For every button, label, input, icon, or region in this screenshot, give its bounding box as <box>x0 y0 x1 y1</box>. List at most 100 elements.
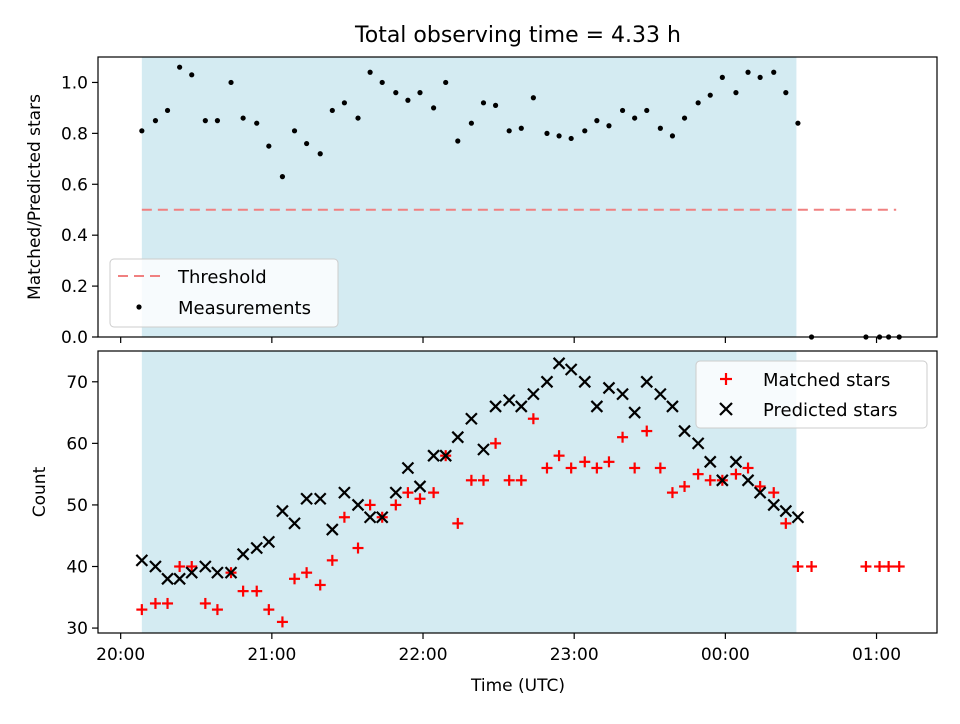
matched-star-point <box>402 487 414 499</box>
measurement-point <box>228 79 234 86</box>
matched-star-point <box>490 437 502 449</box>
legend-measurements-label: Measurements <box>178 298 311 319</box>
predicted-star-point <box>678 424 691 438</box>
matched-star-point <box>186 561 198 573</box>
matched-star-point <box>565 462 577 474</box>
measurement-point <box>405 97 411 103</box>
measurement-point <box>606 123 612 129</box>
top-legend: Threshold Measurements <box>109 258 339 328</box>
measurement-point <box>329 107 335 114</box>
predicted-stars-points <box>135 357 805 586</box>
measurement-point <box>492 102 499 108</box>
measurement-point <box>594 118 600 124</box>
predicted-star-point <box>502 393 516 407</box>
predicted-star-point <box>262 535 276 549</box>
measurement-point <box>152 118 159 124</box>
matched-star-point <box>211 604 223 616</box>
measurement-point <box>266 143 272 149</box>
bottom-panel: 30 40 50 60 70 20:00 21:00 22:00 23:00 00:00 01:0… <box>30 350 938 696</box>
measurement-point <box>619 107 626 114</box>
matched-star-point <box>692 468 704 480</box>
measurement-point <box>681 115 688 121</box>
measurement-points <box>139 64 902 340</box>
predicted-star-point <box>413 480 427 493</box>
measurement-point <box>669 133 676 139</box>
predicted-star-point <box>465 412 478 426</box>
predicted-star-point <box>389 486 403 499</box>
measurement-point <box>582 128 588 134</box>
top-x-ticks <box>120 337 878 343</box>
predicted-star-point <box>654 387 667 401</box>
top-y-ticks: 0.0 0.2 0.4 0.6 0.8 1.0 <box>61 73 98 348</box>
predicted-star-point <box>427 449 440 462</box>
matched-star-point <box>527 413 539 425</box>
matched-star-point <box>754 480 766 492</box>
predicted-star-point <box>173 572 186 586</box>
y-tick-label: 0.2 <box>61 277 88 297</box>
matched-star-point <box>477 474 489 486</box>
measurement-point <box>304 140 310 147</box>
legend-matched-label: Matched stars <box>763 370 890 391</box>
matched-star-point <box>553 450 565 462</box>
matched-star-point <box>515 474 527 486</box>
predicted-star-point <box>540 375 554 389</box>
top-panel: 0.0 0.2 0.4 0.6 0.8 1.0 Matched/Predicted sta… <box>25 56 938 348</box>
predicted-star-point <box>564 363 578 376</box>
matched-star-point <box>654 462 666 474</box>
measurement-point <box>240 115 246 121</box>
matched-star-point <box>263 604 275 616</box>
top-legend-box <box>109 258 339 328</box>
top-panel-frame <box>97 56 938 338</box>
measurement-point <box>379 79 385 86</box>
measurement-point <box>795 120 801 126</box>
measurement-point <box>455 138 461 144</box>
predicted-star-point <box>628 406 641 419</box>
measurement-point <box>771 69 777 75</box>
measurement-point <box>417 90 423 96</box>
predicted-star-point <box>149 560 162 573</box>
predicted-star-point <box>338 486 351 499</box>
matched-star-point <box>860 561 872 573</box>
legend-measurements-swatch <box>136 304 142 310</box>
measurement-point <box>355 115 361 121</box>
predicted-star-point <box>791 510 805 524</box>
predicted-star-point <box>477 443 490 456</box>
matched-star-point <box>679 480 691 492</box>
predicted-star-point <box>451 430 465 444</box>
predicted-star-point <box>602 381 616 395</box>
predicted-star-point <box>161 572 174 586</box>
matched-star-point <box>641 425 653 437</box>
measurement-point <box>279 174 286 180</box>
predicted-star-point <box>276 504 289 518</box>
matched-star-point <box>289 573 301 585</box>
bottom-x-ticks: 20:00 21:00 22:00 23:00 00:00 01:00 <box>96 633 901 665</box>
matched-star-point <box>591 462 603 474</box>
y-tick-label: 40 <box>66 558 88 578</box>
predicted-star-point <box>288 517 301 530</box>
matched-star-point <box>730 468 742 480</box>
measurement-point <box>468 120 474 126</box>
measurement-point <box>214 118 221 124</box>
predicted-star-point <box>552 357 566 370</box>
matched-star-point <box>390 499 402 511</box>
predicted-star-point <box>666 400 679 413</box>
measurement-point <box>480 100 487 106</box>
predicted-star-point <box>616 387 629 401</box>
bottom-observing-window <box>141 351 797 633</box>
matched-star-point <box>617 431 629 443</box>
bottom-panel-frame <box>97 350 938 634</box>
predicted-star-point <box>590 400 604 413</box>
x-tick-label: 22:00 <box>399 645 448 665</box>
matched-star-point <box>326 554 338 566</box>
predicted-star-point <box>439 449 452 462</box>
bottom-y-ticks: 30 40 50 60 70 <box>66 373 98 639</box>
matched-star-point <box>414 493 426 505</box>
matched-star-point <box>364 499 376 511</box>
measurement-point <box>644 107 650 114</box>
measurement-point <box>733 90 739 96</box>
matched-star-point <box>603 456 615 468</box>
measurement-point <box>707 92 713 98</box>
predicted-star-point <box>527 387 540 401</box>
predicted-star-point <box>250 541 264 555</box>
